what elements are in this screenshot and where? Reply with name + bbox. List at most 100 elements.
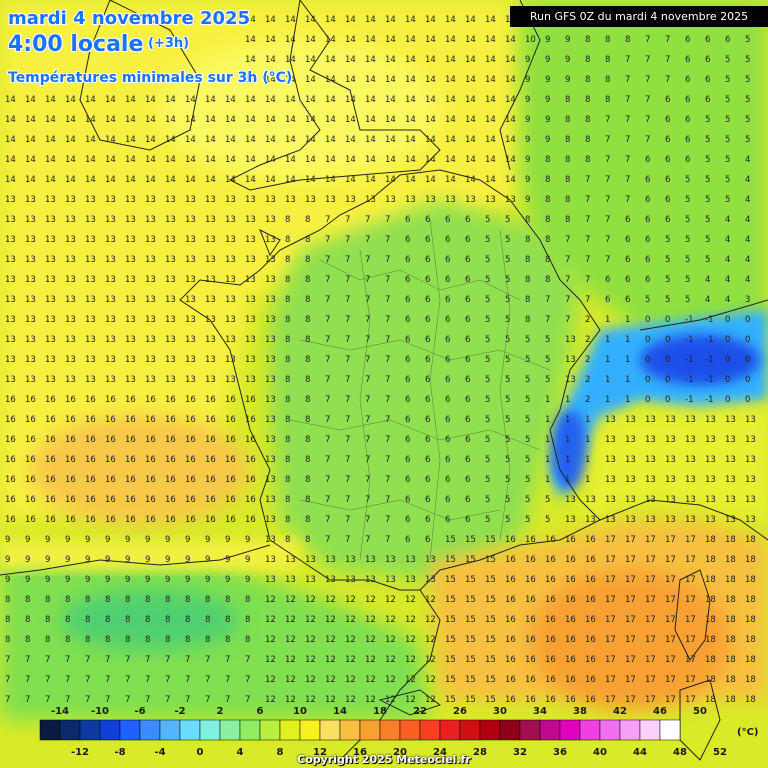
grid-value: 13 (105, 355, 116, 365)
grid-value: 15 (465, 595, 476, 605)
grid-value: 16 (205, 455, 216, 465)
grid-value: 7 (105, 655, 110, 665)
grid-value: 14 (225, 155, 236, 165)
grid-value: 7 (565, 275, 570, 285)
grid-value: 9 (5, 555, 10, 565)
grid-value: 14 (425, 15, 436, 25)
grid-value: 16 (585, 675, 596, 685)
grid-value: 6 (445, 475, 450, 485)
grid-value: 13 (165, 355, 176, 365)
grid-value: 7 (345, 375, 350, 385)
grid-value: 6 (405, 235, 410, 245)
grid-value: 5 (745, 135, 750, 145)
grid-value: 14 (85, 175, 96, 185)
grid-value: 15 (485, 655, 496, 665)
grid-value: 7 (225, 655, 230, 665)
grid-value: 16 (5, 435, 16, 445)
grid-value: 14 (345, 55, 356, 65)
grid-value: 14 (365, 115, 376, 125)
grid-value: 13 (745, 435, 756, 445)
grid-value: 6 (405, 355, 410, 365)
legend-bottom-tick: 40 (593, 747, 607, 758)
grid-value: 5 (505, 315, 510, 325)
grid-value: 7 (625, 175, 630, 185)
legend-swatch (639, 719, 661, 741)
grid-value: 5 (505, 355, 510, 365)
grid-value: 17 (625, 695, 636, 705)
grid-value: 15 (485, 575, 496, 585)
grid-value: 16 (125, 515, 136, 525)
grid-value: 10 (525, 35, 536, 45)
grid-value: 6 (405, 455, 410, 465)
grid-value: 14 (245, 35, 256, 45)
grid-value: 5 (525, 395, 530, 405)
grid-value: 15 (445, 695, 456, 705)
grid-value: 14 (205, 115, 216, 125)
grid-value: 12 (325, 615, 336, 625)
grid-value: 4 (745, 235, 750, 245)
grid-value: 16 (125, 395, 136, 405)
grid-value: 13 (665, 415, 676, 425)
grid-value: 16 (585, 535, 596, 545)
grid-value: 8 (285, 355, 290, 365)
grid-value: 13 (5, 255, 16, 265)
grid-value: 14 (265, 95, 276, 105)
grid-value: 16 (225, 515, 236, 525)
grid-value: 17 (645, 675, 656, 685)
grid-value: 9 (205, 575, 210, 585)
grid-value: 13 (5, 295, 16, 305)
grid-value: 1 (625, 375, 630, 385)
grid-value: 18 (745, 535, 756, 545)
grid-value: 14 (85, 155, 96, 165)
grid-value: 14 (365, 135, 376, 145)
legend-swatch (579, 719, 601, 741)
grid-value: 8 (285, 275, 290, 285)
grid-value: 12 (325, 595, 336, 605)
grid-value: 16 (565, 575, 576, 585)
grid-value: 16 (565, 615, 576, 625)
grid-value: 4 (725, 295, 730, 305)
grid-value: 8 (205, 635, 210, 645)
grid-value: 7 (385, 375, 390, 385)
grid-value: 7 (45, 655, 50, 665)
grid-value: 6 (625, 295, 630, 305)
grid-value: 7 (125, 675, 130, 685)
grid-value: 6 (645, 195, 650, 205)
legend-top-tick: 42 (613, 706, 627, 717)
grid-value: 15 (465, 615, 476, 625)
grid-value: -1 (685, 375, 693, 385)
grid-value: 14 (325, 155, 336, 165)
grid-value: 16 (65, 455, 76, 465)
grid-value: 7 (605, 155, 610, 165)
grid-value: 8 (205, 615, 210, 625)
grid-value: 16 (185, 415, 196, 425)
grid-value: 16 (245, 475, 256, 485)
grid-value: 14 (65, 155, 76, 165)
grid-value: 13 (125, 215, 136, 225)
grid-value: 7 (125, 655, 130, 665)
grid-value: 13 (25, 195, 36, 205)
grid-value: 8 (145, 635, 150, 645)
grid-value: 5 (685, 195, 690, 205)
grid-value: 16 (5, 415, 16, 425)
grid-value: 9 (225, 535, 230, 545)
grid-value: 12 (305, 695, 316, 705)
grid-value: 8 (605, 55, 610, 65)
legend-bottom-tick: -12 (71, 747, 89, 758)
grid-value: 8 (185, 595, 190, 605)
grid-value: 6 (445, 515, 450, 525)
grid-value: 13 (265, 355, 276, 365)
grid-value: 6 (445, 215, 450, 225)
grid-value: 15 (485, 595, 496, 605)
grid-value: 16 (525, 535, 536, 545)
grid-value: 13 (125, 355, 136, 365)
grid-value: 6 (425, 315, 430, 325)
grid-value: 6 (465, 435, 470, 445)
grid-value: 18 (745, 695, 756, 705)
grid-value: 8 (305, 455, 310, 465)
grid-value: 8 (225, 595, 230, 605)
legend-swatch (259, 719, 281, 741)
grid-value: 14 (405, 135, 416, 145)
grid-value: 6 (665, 175, 670, 185)
grid-value: 12 (305, 655, 316, 665)
